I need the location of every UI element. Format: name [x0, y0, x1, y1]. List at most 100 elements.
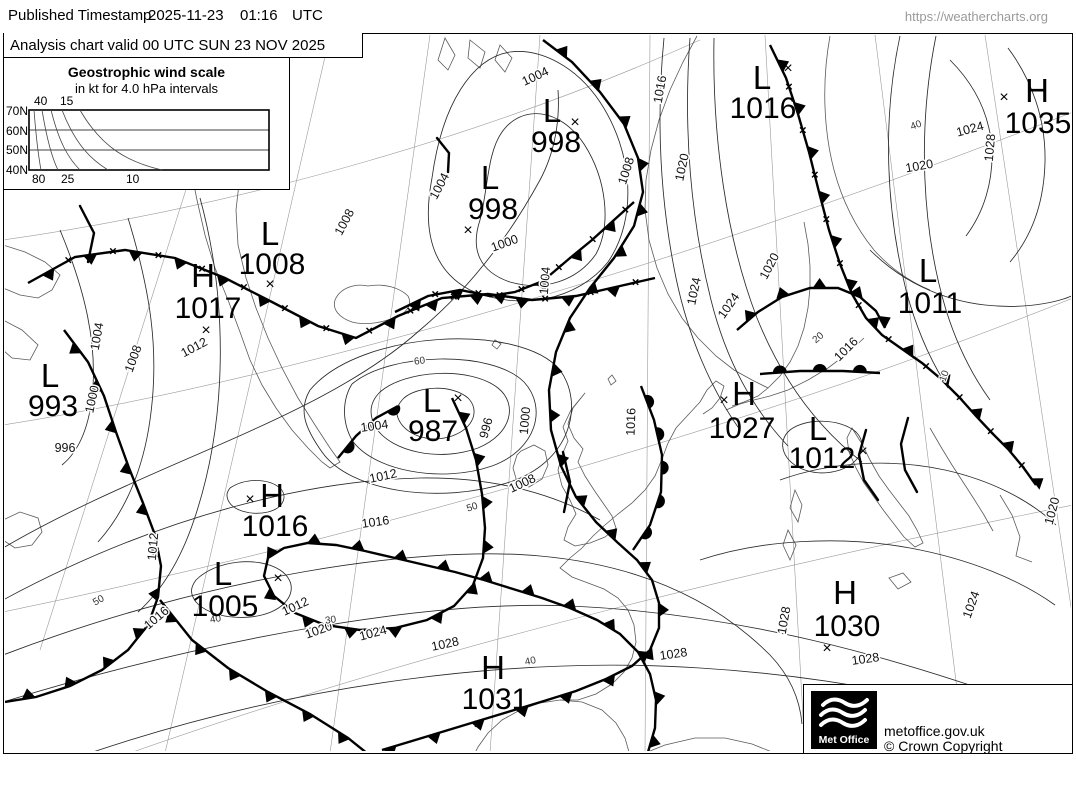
- front-warm: [759, 364, 881, 376]
- branding-copyright: © Crown Copyright: [884, 738, 1003, 754]
- front-cold: [262, 397, 666, 751]
- graticule-label: 60: [413, 355, 426, 368]
- front-warm: [632, 385, 669, 551]
- isobar-label: 1008: [615, 155, 637, 186]
- graticule-label: 40: [524, 655, 538, 668]
- logo-waves-icon: [819, 697, 869, 728]
- svg-text:×: ×: [245, 491, 254, 508]
- svg-text:993: 993: [28, 390, 78, 423]
- svg-text:×: ×: [999, 89, 1008, 106]
- isobar-label: 1024: [715, 290, 742, 321]
- graticule-label: 50: [465, 501, 479, 515]
- wind-scale-top-15: 15: [60, 94, 74, 108]
- svg-text:×: ×: [555, 260, 563, 275]
- svg-text:1017: 1017: [175, 292, 242, 325]
- svg-text:1016: 1016: [242, 510, 309, 543]
- svg-text:L: L: [919, 252, 937, 289]
- isobar-label: 1004: [88, 321, 107, 351]
- svg-text:1035: 1035: [1005, 107, 1072, 140]
- svg-text:987: 987: [408, 415, 458, 448]
- front-cold: [736, 278, 891, 331]
- svg-text:×: ×: [987, 424, 995, 439]
- wind-scale-curves: [33, 109, 163, 171]
- svg-text:L: L: [481, 159, 499, 196]
- graticule-label: 40: [909, 118, 924, 132]
- graticule-label: 40: [209, 613, 222, 626]
- isobar-label: 1024: [358, 623, 389, 644]
- svg-text:H: H: [481, 649, 505, 686]
- isobar-label: 1016: [651, 74, 670, 104]
- svg-text:1005: 1005: [192, 590, 259, 623]
- source-url: https://weathercharts.org: [904, 9, 1048, 24]
- graticule-labels: 60 50 50 40 30 40 20 10 40: [90, 117, 953, 669]
- svg-text:×: ×: [240, 280, 248, 295]
- svg-text:×: ×: [407, 303, 415, 318]
- svg-text:L: L: [41, 357, 59, 394]
- svg-text:×: ×: [885, 332, 893, 347]
- svg-text:×: ×: [799, 123, 807, 138]
- svg-text:×: ×: [475, 286, 483, 301]
- branding-box: Met Office metoffice.gov.uk © Crown Copy…: [803, 684, 1073, 754]
- svg-text:×: ×: [273, 570, 282, 587]
- coastlines: [5, 35, 1033, 751]
- trough-line: [78, 204, 96, 264]
- svg-text:×: ×: [322, 321, 330, 336]
- isobar-label: 1012: [280, 594, 311, 618]
- svg-text:×: ×: [198, 261, 206, 276]
- svg-text:×: ×: [570, 114, 579, 131]
- wind-scale-bottom-25: 25: [61, 172, 75, 186]
- published-date: 2025-11-23: [148, 7, 224, 24]
- svg-text:×: ×: [589, 231, 597, 246]
- svg-text:×: ×: [719, 392, 728, 409]
- published-time: 01:16: [240, 7, 278, 24]
- branding-website: metoffice.gov.uk: [884, 723, 985, 739]
- svg-text:×: ×: [453, 390, 462, 407]
- isobar-label: 1016: [831, 334, 861, 364]
- svg-text:H: H: [833, 574, 857, 611]
- isobar-label: 1020: [904, 157, 934, 176]
- svg-text:×: ×: [822, 212, 830, 227]
- front-cold: [5, 329, 163, 704]
- header-bar: Published Timestamp 2025-11-23 01:16 UTC…: [0, 0, 1076, 33]
- svg-text:H: H: [260, 477, 284, 514]
- chart-title-box: Analysis chart valid 00 UTC SUN 23 NOV 2…: [3, 33, 363, 58]
- svg-text:×: ×: [109, 244, 117, 259]
- wind-scale-subtitle: in kt for 4.0 hPa intervals: [74, 81, 219, 96]
- svg-text:998: 998: [468, 193, 518, 226]
- svg-text:L: L: [753, 59, 771, 96]
- chart-title: Analysis chart valid 00 UTC SUN 23 NOV 2…: [10, 37, 326, 54]
- svg-text:×: ×: [450, 289, 458, 304]
- svg-text:×: ×: [365, 323, 373, 338]
- trough-line: [435, 136, 451, 174]
- svg-text:×: ×: [518, 281, 526, 296]
- published-timestamp-label: Published Timestamp: [8, 7, 152, 24]
- isobar-label: 1012: [145, 532, 161, 561]
- svg-text:1030: 1030: [814, 610, 881, 643]
- svg-text:×: ×: [1018, 458, 1026, 473]
- svg-text:1012: 1012: [789, 442, 856, 475]
- svg-text:L: L: [214, 555, 232, 592]
- svg-text:×: ×: [858, 443, 867, 460]
- svg-text:×: ×: [822, 640, 831, 657]
- front-cold: [159, 599, 367, 751]
- graticule-label: 30: [324, 614, 337, 627]
- wind-scale-bottom-80: 80: [32, 172, 46, 186]
- svg-text:×: ×: [811, 167, 819, 182]
- isobar-label: 1000: [489, 232, 520, 255]
- front-warm: [337, 404, 401, 459]
- svg-text:×: ×: [463, 222, 472, 239]
